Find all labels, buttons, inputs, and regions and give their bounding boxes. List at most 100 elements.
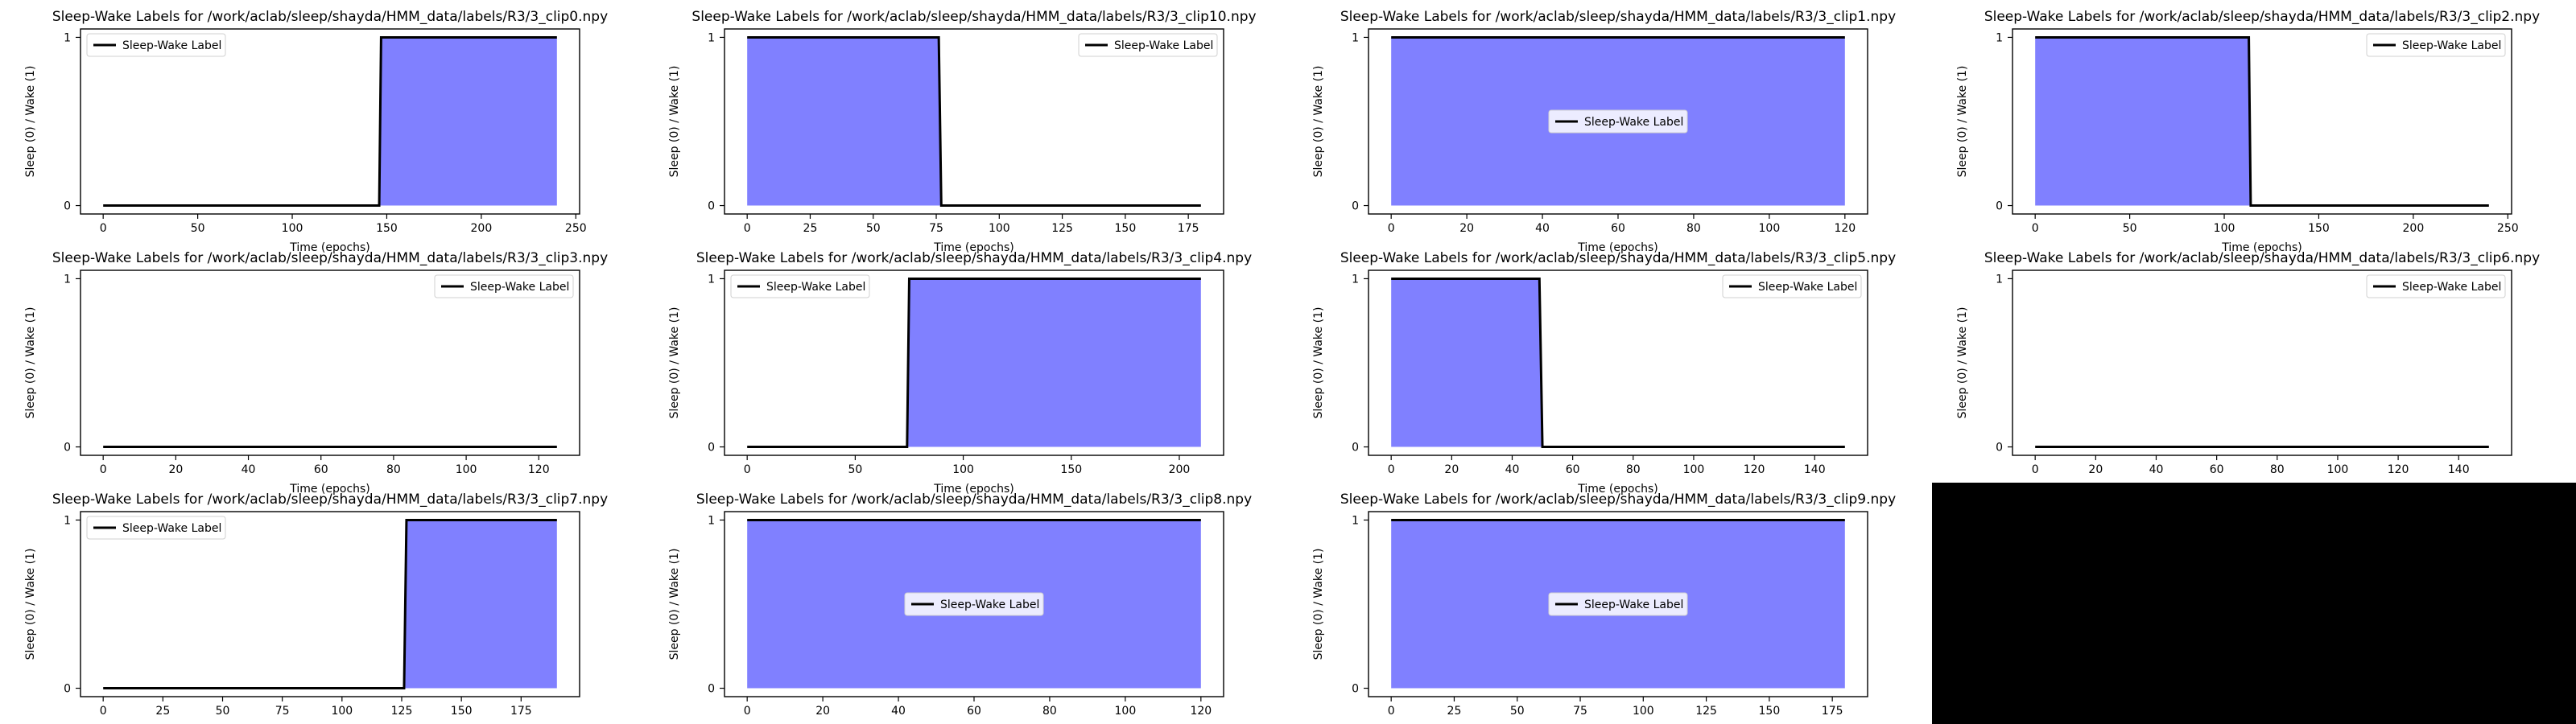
legend-label: Sleep-Wake Label (1584, 116, 1683, 129)
x-tick-label: 20 (2088, 463, 2103, 476)
y-tick-label: 1 (1352, 31, 1359, 44)
x-tick-label: 150 (1759, 705, 1781, 718)
legend: Sleep-Wake Label (1548, 592, 1688, 616)
subplot-title: Sleep-Wake Labels for /work/aclab/sleep/… (52, 250, 608, 266)
legend: Sleep-Wake Label (2366, 274, 2506, 298)
axes-frame (1368, 511, 1868, 697)
x-tick-label: 40 (242, 463, 256, 476)
legend-box (1548, 592, 1688, 616)
x-tick-label: 125 (391, 705, 413, 718)
x-tick-label: 120 (2388, 463, 2409, 476)
subplot-title: Sleep-Wake Labels for /work/aclab/sleep/… (696, 492, 1252, 508)
y-tick-label: 0 (64, 442, 71, 455)
x-tick-label: 175 (1822, 705, 1843, 718)
subplot-title: Sleep-Wake Labels for /work/aclab/sleep/… (1340, 9, 1896, 25)
x-tick-label: 200 (1169, 463, 1191, 476)
y-axis-label: Sleep (0) / Wake (1) (24, 307, 37, 419)
wake-fill-area (103, 520, 557, 689)
legend-box (434, 274, 574, 298)
subplot: 0 50 100 150 200 0 1 Sleep-Wake Labels for /wor… (668, 250, 1252, 496)
x-tick-label: 40 (891, 705, 906, 718)
x-tick-label: 0 (100, 705, 107, 718)
x-tick-label: 80 (1686, 222, 1701, 235)
subplot: 0 20 40 60 80 100 120 140 0 1 Sleep-Wake Labels fo… (1312, 250, 1896, 496)
subplot: 0 25 50 75 100 125 150 175 0 1 Sleep-Wake Labels f… (1312, 492, 1896, 718)
y-tick-label: 1 (64, 514, 71, 527)
axes-frame (2012, 28, 2512, 215)
x-tick-label: 100 (2214, 222, 2235, 235)
x-tick-label: 80 (2270, 463, 2285, 476)
y-tick-label: 1 (708, 31, 715, 44)
y-axis-label: Sleep (0) / Wake (1) (1956, 66, 1969, 178)
x-tick-label: 0 (2032, 222, 2039, 235)
x-tick-label: 20 (1459, 222, 1474, 235)
axes-frame (2012, 269, 2512, 456)
legend-label: Sleep-Wake Label (1584, 599, 1683, 611)
x-tick-label: 100 (1759, 222, 1781, 235)
x-axis-label: Time (epochs) (2221, 241, 2302, 254)
wake-fill-area (103, 37, 557, 206)
legend-box (2366, 33, 2506, 57)
x-tick-label: 0 (1388, 705, 1395, 718)
x-tick-label: 25 (803, 222, 818, 235)
legend-label: Sleep-Wake Label (122, 39, 221, 52)
x-tick-label: 200 (2403, 222, 2425, 235)
legend: Sleep-Wake Label (730, 274, 870, 298)
x-tick-label: 60 (1566, 463, 1580, 476)
x-tick-label: 0 (2032, 463, 2039, 476)
x-axis-label: Time (epochs) (1577, 483, 1658, 496)
y-tick-label: 0 (1352, 442, 1359, 455)
x-tick-label: 60 (1611, 222, 1625, 235)
y-tick-label: 0 (64, 200, 71, 213)
x-tick-label: 150 (2308, 222, 2330, 235)
x-tick-label: 120 (1190, 705, 1212, 718)
subplot: 0 50 100 150 200 250 0 1 Sleep-Wake Labels for /… (1956, 9, 2540, 254)
y-tick-label: 1 (64, 273, 71, 286)
x-tick-label: 40 (2149, 463, 2164, 476)
subplot: 0 25 50 75 100 125 150 175 0 1 Sleep-Wake Labels f… (668, 9, 1257, 254)
sleep-wake-line (747, 277, 1201, 449)
x-tick-label: 100 (1115, 705, 1137, 718)
sleep-wake-line (103, 518, 557, 690)
x-tick-label: 150 (1060, 463, 1082, 476)
legend: Sleep-Wake Label (904, 592, 1044, 616)
x-tick-label: 20 (1444, 463, 1459, 476)
x-tick-label: 20 (815, 705, 830, 718)
x-tick-label: 75 (929, 222, 943, 235)
legend-label: Sleep-Wake Label (766, 281, 865, 294)
legend-label: Sleep-Wake Label (940, 599, 1039, 611)
legend-box (1722, 274, 1862, 298)
subplot-title: Sleep-Wake Labels for /work/aclab/sleep/… (1340, 250, 1896, 266)
subplot: 0 20 40 60 80 100 120 140 0 1 Sleep-Wake Labels fo… (1956, 250, 2540, 496)
x-tick-label: 120 (1834, 222, 1856, 235)
x-tick-label: 100 (2327, 463, 2349, 476)
y-axis-label: Sleep (0) / Wake (1) (24, 66, 37, 178)
x-tick-label: 125 (1695, 705, 1717, 718)
x-axis-label: Time (epochs) (289, 241, 370, 254)
x-tick-label: 175 (1178, 222, 1199, 235)
subplot-title: Sleep-Wake Labels for /work/aclab/sleep/… (691, 9, 1256, 25)
y-tick-label: 1 (1996, 273, 2003, 286)
x-tick-label: 0 (100, 222, 107, 235)
y-tick-label: 1 (64, 31, 71, 44)
subplot: 0 20 40 60 80 100 120 0 1 Sleep-Wake Labels for /… (1312, 9, 1896, 254)
legend: Sleep-Wake Label (1548, 109, 1688, 134)
x-tick-label: 125 (1051, 222, 1073, 235)
y-axis-label: Sleep (0) / Wake (1) (668, 307, 681, 419)
x-axis-label: Time (epochs) (933, 241, 1014, 254)
subplot-title: Sleep-Wake Labels for /work/aclab/sleep/… (1984, 9, 2540, 25)
x-tick-label: 40 (1535, 222, 1550, 235)
x-tick-label: 150 (451, 705, 473, 718)
y-tick-label: 1 (708, 273, 715, 286)
x-axis-label: Time (epochs) (933, 483, 1014, 496)
axes-frame (1368, 269, 1868, 456)
y-tick-label: 0 (1996, 442, 2003, 455)
x-tick-label: 250 (2497, 222, 2519, 235)
subplot: 0 25 50 75 100 125 150 175 0 1 Sleep-Wake Labels f… (24, 492, 608, 718)
x-tick-label: 80 (1042, 705, 1057, 718)
axes-frame (80, 511, 580, 697)
sleep-wake-line (747, 35, 1201, 208)
y-tick-label: 0 (708, 200, 715, 213)
x-tick-label: 100 (456, 463, 477, 476)
